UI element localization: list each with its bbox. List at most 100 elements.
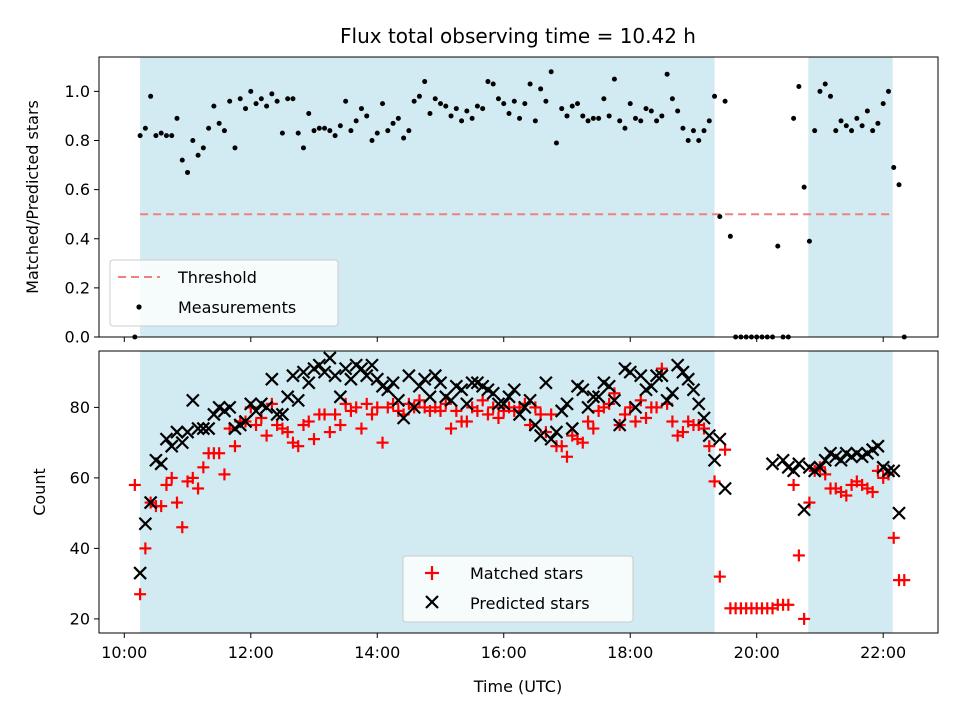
matched-star-point (302, 415, 315, 428)
matched-star-point (492, 411, 505, 424)
predicted-star-point (201, 421, 216, 436)
y-tick-label: 20 (70, 609, 90, 628)
predicted-star-point (533, 428, 548, 443)
predicted-star-point (713, 432, 727, 446)
matched-star-point (371, 401, 384, 414)
predicted-star-point (365, 358, 379, 372)
measurement-point (596, 115, 602, 121)
measurement-point (279, 130, 285, 136)
measurement-point (385, 128, 391, 134)
matched-star-point (898, 574, 911, 587)
measurement-point (300, 145, 306, 151)
matched-star-point (481, 408, 494, 421)
measurement-point (685, 138, 691, 144)
predicted-star-point (296, 365, 311, 379)
matched-star-point (134, 588, 147, 601)
predicted-star-point (518, 400, 532, 415)
matched-star-point (355, 422, 368, 435)
predicted-star-point (275, 407, 290, 422)
measurement-point (206, 125, 212, 131)
predicted-star-point (270, 407, 284, 422)
predicted-star-point (454, 382, 469, 397)
measurement-point (290, 96, 296, 102)
measurement-point (553, 140, 559, 146)
measurement-point (158, 130, 164, 136)
measurement-point (575, 101, 581, 107)
matched-star-point (629, 415, 642, 428)
measurement-point (517, 115, 523, 121)
predicted-star-point (359, 368, 374, 383)
predicted-star-point (207, 407, 221, 422)
predicted-star-point (323, 351, 337, 365)
predicted-star-point (665, 386, 680, 401)
measurement-point (627, 101, 633, 107)
predicted-star-point (396, 411, 411, 425)
measurement-point (775, 243, 781, 249)
matched-star-point (840, 489, 853, 502)
predicted-star-point (317, 365, 332, 379)
top-legend-box (109, 259, 339, 327)
matched-star-point (655, 362, 668, 375)
predicted-star-point (333, 390, 348, 404)
measurement-point (248, 88, 254, 94)
matched-star-point (676, 426, 689, 439)
measurement-point (443, 103, 449, 109)
measurement-point (654, 118, 660, 124)
predicted-star-point (265, 372, 279, 386)
matched-star-point (213, 447, 226, 460)
measurement-point (680, 125, 686, 131)
measurement-point (353, 118, 359, 124)
predicted-star-point (180, 425, 195, 439)
measurement-point (675, 108, 681, 114)
measurement-point (464, 108, 470, 114)
predicted-star-point (391, 393, 406, 408)
predicted-star-point (186, 393, 200, 408)
y-tick-label: 0.2 (65, 278, 90, 297)
measurement-point (269, 91, 275, 97)
predicted-star-point (280, 390, 295, 404)
measurement-point (632, 115, 638, 121)
matched-star-point (445, 422, 458, 435)
matched-star-point (803, 496, 816, 509)
matched-star-point (250, 419, 263, 432)
measurement-point (406, 128, 412, 134)
matched-star-point (360, 397, 373, 410)
predicted-star-point (886, 464, 901, 478)
predicted-star-point (655, 368, 669, 383)
predicted-star-point (338, 361, 353, 376)
predicted-star-point (576, 382, 590, 397)
measurement-point (453, 106, 459, 112)
predicted-star-point (460, 397, 474, 411)
matched-star-point (782, 598, 795, 611)
top-axes-frame (98, 56, 939, 338)
predicted-star-point (539, 375, 553, 390)
predicted-star-point (170, 425, 184, 439)
matched-star-point (170, 496, 183, 509)
matched-star-point (603, 397, 616, 410)
matched-star-point (260, 429, 273, 442)
predicted-star-point (154, 457, 168, 471)
measurement-point (485, 79, 491, 85)
legend-threshold-label: Threshold (177, 268, 257, 287)
measurement-point (875, 120, 881, 126)
bottom-legend-box (402, 555, 634, 623)
measurement-point (622, 125, 628, 131)
measurement-point (617, 118, 623, 124)
measurement-point (274, 98, 280, 104)
predicted-star-point (707, 453, 722, 468)
x-tick-label: 10:00 (101, 643, 147, 662)
measurement-point (448, 113, 454, 119)
matched-star-point (560, 450, 573, 463)
measurement-point (590, 115, 596, 121)
predicted-star-point (507, 382, 522, 397)
measurement-point (285, 96, 291, 102)
matched-star-point (792, 549, 805, 562)
matched-star-point (413, 394, 426, 407)
predicted-star-point (491, 397, 506, 411)
measurement-point (163, 133, 169, 139)
measurement-point (664, 71, 670, 77)
measurement-point (322, 125, 328, 131)
predicted-star-point (370, 372, 385, 386)
predicted-star-point (612, 418, 627, 432)
predicted-star-point (486, 386, 500, 401)
